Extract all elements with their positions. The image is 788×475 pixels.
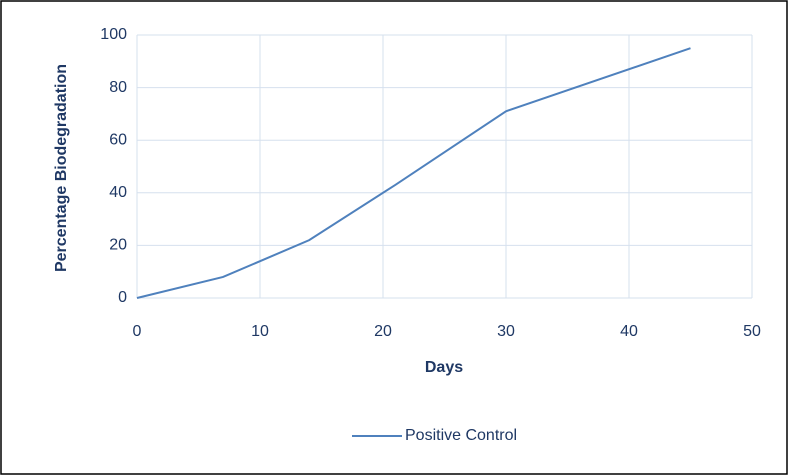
y-tick-label: 40 bbox=[109, 184, 127, 201]
y-tick-label: 60 bbox=[109, 131, 127, 148]
y-tick-label: 0 bbox=[118, 289, 127, 306]
data-line bbox=[136, 47, 691, 299]
x-tick-label: 30 bbox=[497, 323, 515, 340]
legend-label: Positive Control bbox=[405, 427, 517, 444]
x-tick-label: 20 bbox=[374, 323, 392, 340]
x-tick-label: 40 bbox=[620, 323, 638, 340]
y-tick-label: 80 bbox=[109, 79, 127, 96]
y-tick-label: 100 bbox=[100, 26, 127, 43]
x-tick-label: 10 bbox=[251, 323, 269, 340]
x-axis-title: Days bbox=[425, 359, 463, 376]
x-tick-label: 50 bbox=[743, 323, 761, 340]
y-tick-label: 20 bbox=[109, 237, 127, 254]
y-axis-title: Percentage Biodegradation bbox=[53, 64, 70, 272]
x-tick-label: 0 bbox=[133, 323, 142, 340]
